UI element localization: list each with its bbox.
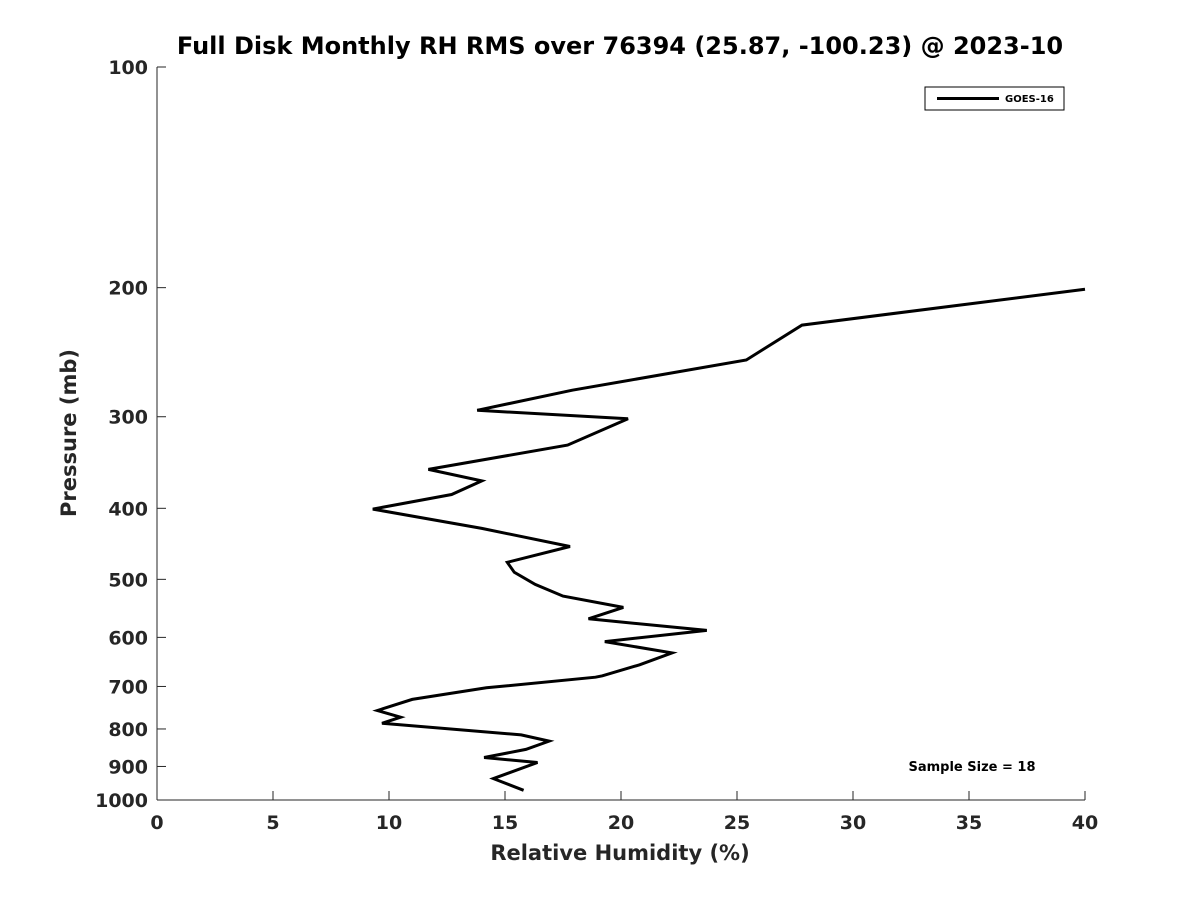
y-tick-label: 500 bbox=[108, 569, 148, 591]
chart-title: Full Disk Monthly RH RMS over 76394 (25.… bbox=[177, 32, 1063, 60]
y-tick-label: 700 bbox=[108, 676, 148, 698]
x-tick-label: 35 bbox=[956, 812, 982, 834]
x-tick-label: 0 bbox=[150, 812, 163, 834]
x-tick-label: 20 bbox=[608, 812, 634, 834]
y-tick-label: 300 bbox=[108, 407, 148, 429]
x-tick-label: 40 bbox=[1072, 812, 1098, 834]
plot-axes bbox=[156, 67, 1085, 801]
legend: GOES-16 bbox=[924, 86, 1065, 111]
legend-series-label: GOES-16 bbox=[1005, 94, 1054, 105]
y-tick-label: 400 bbox=[108, 498, 148, 520]
y-tick-label: 100 bbox=[108, 57, 148, 79]
x-axis-ticks: 0 5 10 15 20 25 30 35 40 bbox=[150, 791, 1098, 834]
y-axis-ticks: 100 200 300 400 500 600 700 800 900 1000 bbox=[95, 57, 166, 812]
x-axis-label: Relative Humidity (%) bbox=[490, 841, 749, 865]
y-tick-label: 600 bbox=[108, 627, 148, 649]
x-tick-label: 10 bbox=[376, 812, 402, 834]
series-layer bbox=[372, 287, 1086, 792]
y-tick-label: 200 bbox=[108, 278, 148, 300]
x-tick-label: 5 bbox=[266, 812, 279, 834]
y-tick-label: 800 bbox=[108, 719, 148, 741]
y-tick-label: 1000 bbox=[95, 790, 148, 812]
x-tick-label: 30 bbox=[840, 812, 866, 834]
y-tick-label: 900 bbox=[108, 756, 148, 778]
sample-size-annotation: Sample Size = 18 bbox=[908, 760, 1035, 775]
series-line-goes-16 bbox=[372, 287, 1086, 792]
x-tick-label: 15 bbox=[492, 812, 518, 834]
y-axis-label: Pressure (mb) bbox=[57, 349, 81, 517]
x-tick-label: 25 bbox=[724, 812, 750, 834]
